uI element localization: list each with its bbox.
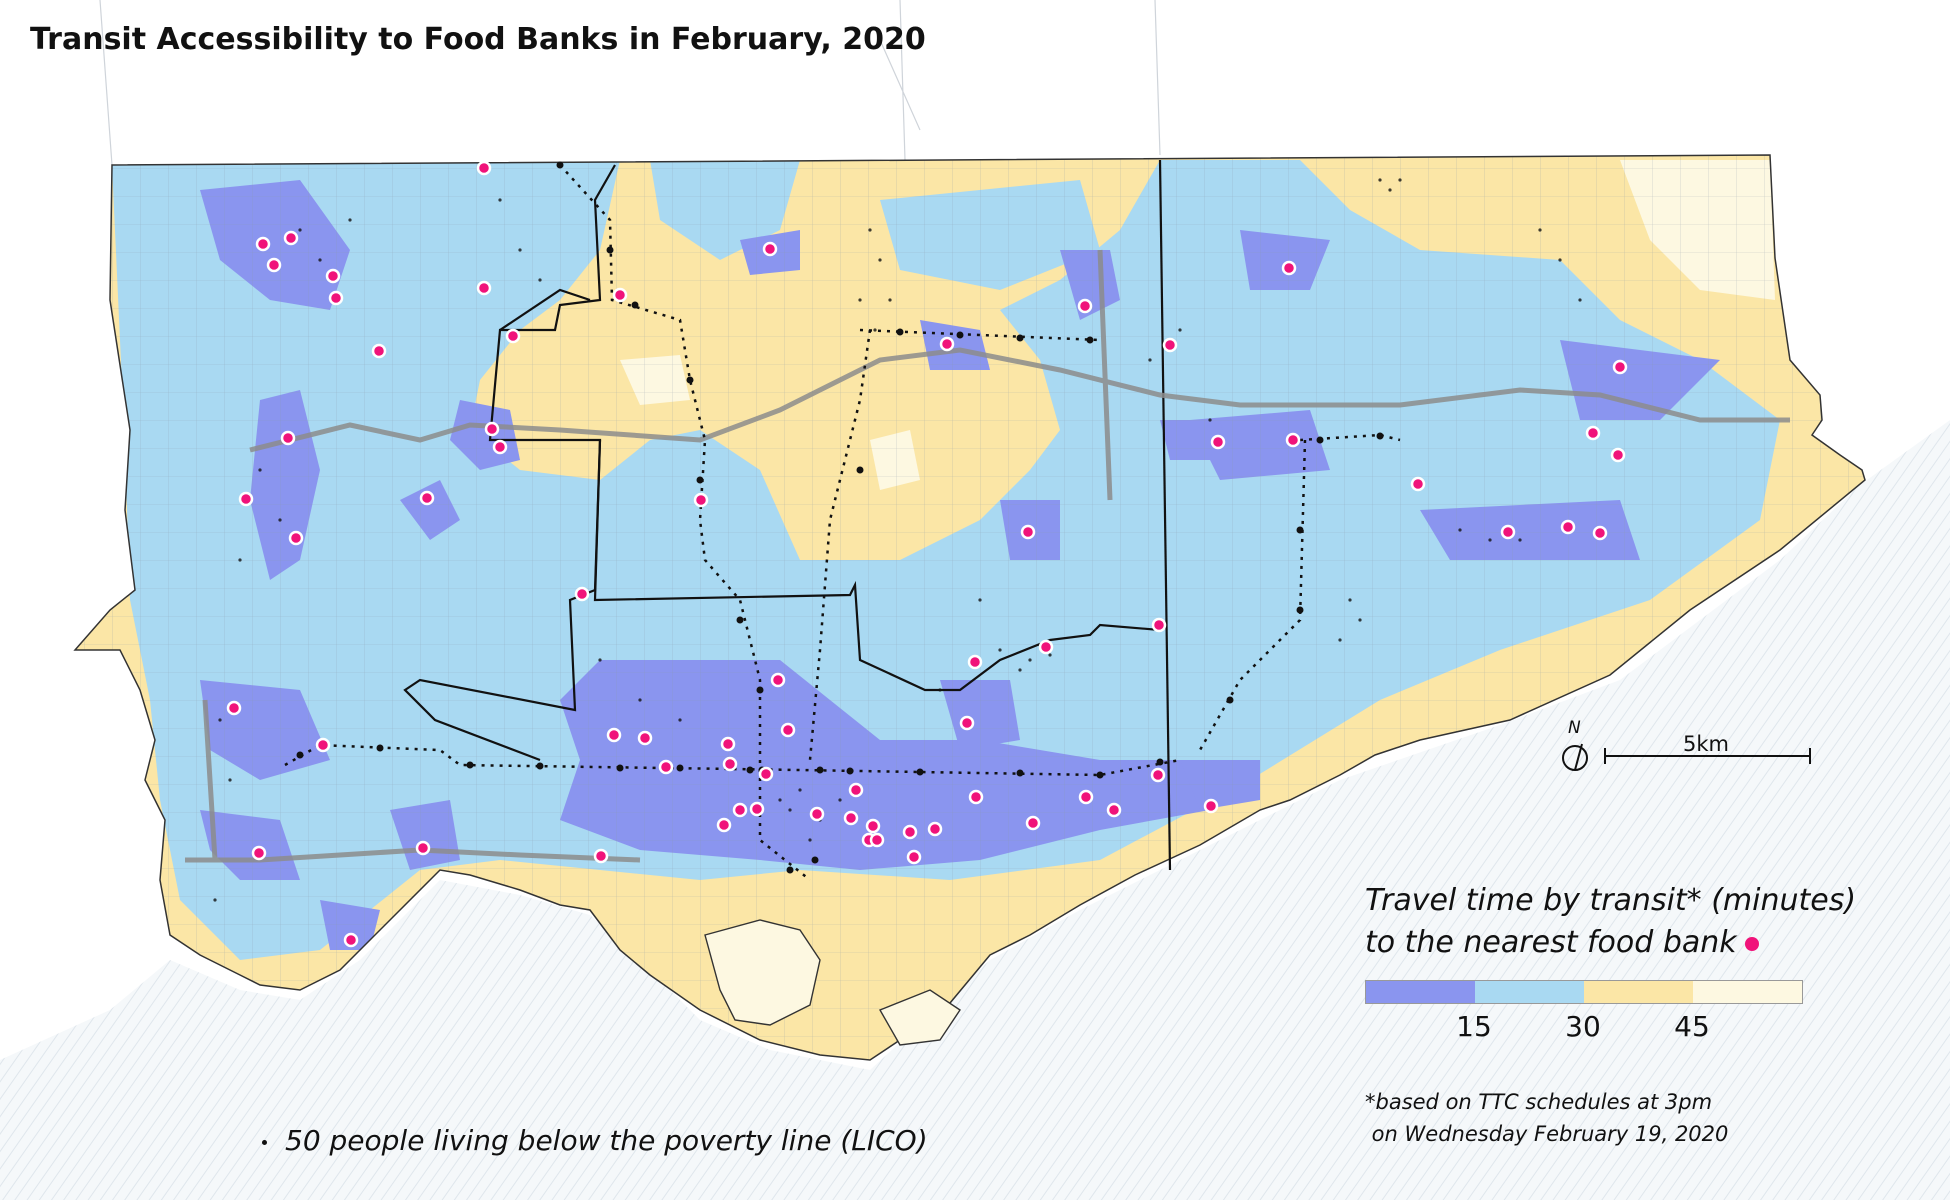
legend-tick-15: 15	[1456, 1010, 1492, 1043]
legend-class-15-30	[1475, 981, 1584, 1003]
legend-title-line2: to the nearest food bank	[1365, 922, 1856, 964]
lake-ontario	[0, 420, 1950, 1200]
toronto-islands	[704, 919, 961, 1046]
poverty-dots	[213, 178, 1582, 902]
footnote-line2: on Wednesday February 19, 2020	[1365, 1122, 1729, 1146]
north-label: N	[1568, 718, 1581, 738]
legend-class-30-45	[1584, 981, 1693, 1003]
food-bank-icon	[1744, 936, 1759, 951]
legend-title-line1: Travel time by transit* (minutes)	[1365, 883, 1857, 918]
legend-class-45-plus	[1693, 981, 1802, 1003]
legend-title: Travel time by transit* (minutes) to the…	[1365, 880, 1856, 964]
footnote-line1: *based on TTC schedules at 3pm	[1365, 1090, 1713, 1114]
legend-tick-30: 30	[1565, 1010, 1601, 1043]
poverty-legend: 50 people living below the poverty line …	[262, 1124, 928, 1157]
scale-bar-icon	[1604, 748, 1811, 764]
poverty-dot-icon	[262, 1139, 267, 1145]
map-title: Transit Accessibility to Food Banks in F…	[30, 22, 926, 57]
legend-class-0-15	[1366, 981, 1475, 1003]
legend-tick-45: 45	[1674, 1010, 1710, 1043]
legend-color-bar	[1365, 980, 1803, 1004]
north-arrow-icon	[1562, 743, 1588, 771]
food-banks	[226, 160, 1628, 948]
highways	[185, 249, 1790, 863]
poverty-note: 50 people living below the poverty line …	[285, 1124, 928, 1157]
footnote: *based on TTC schedules at 3pm on Wednes…	[1365, 1086, 1728, 1150]
city-boundary	[73, 154, 1866, 1061]
scale-label: 5km	[1683, 732, 1729, 756]
district-boundaries	[403, 159, 1172, 871]
subway-stations	[296, 161, 1384, 874]
